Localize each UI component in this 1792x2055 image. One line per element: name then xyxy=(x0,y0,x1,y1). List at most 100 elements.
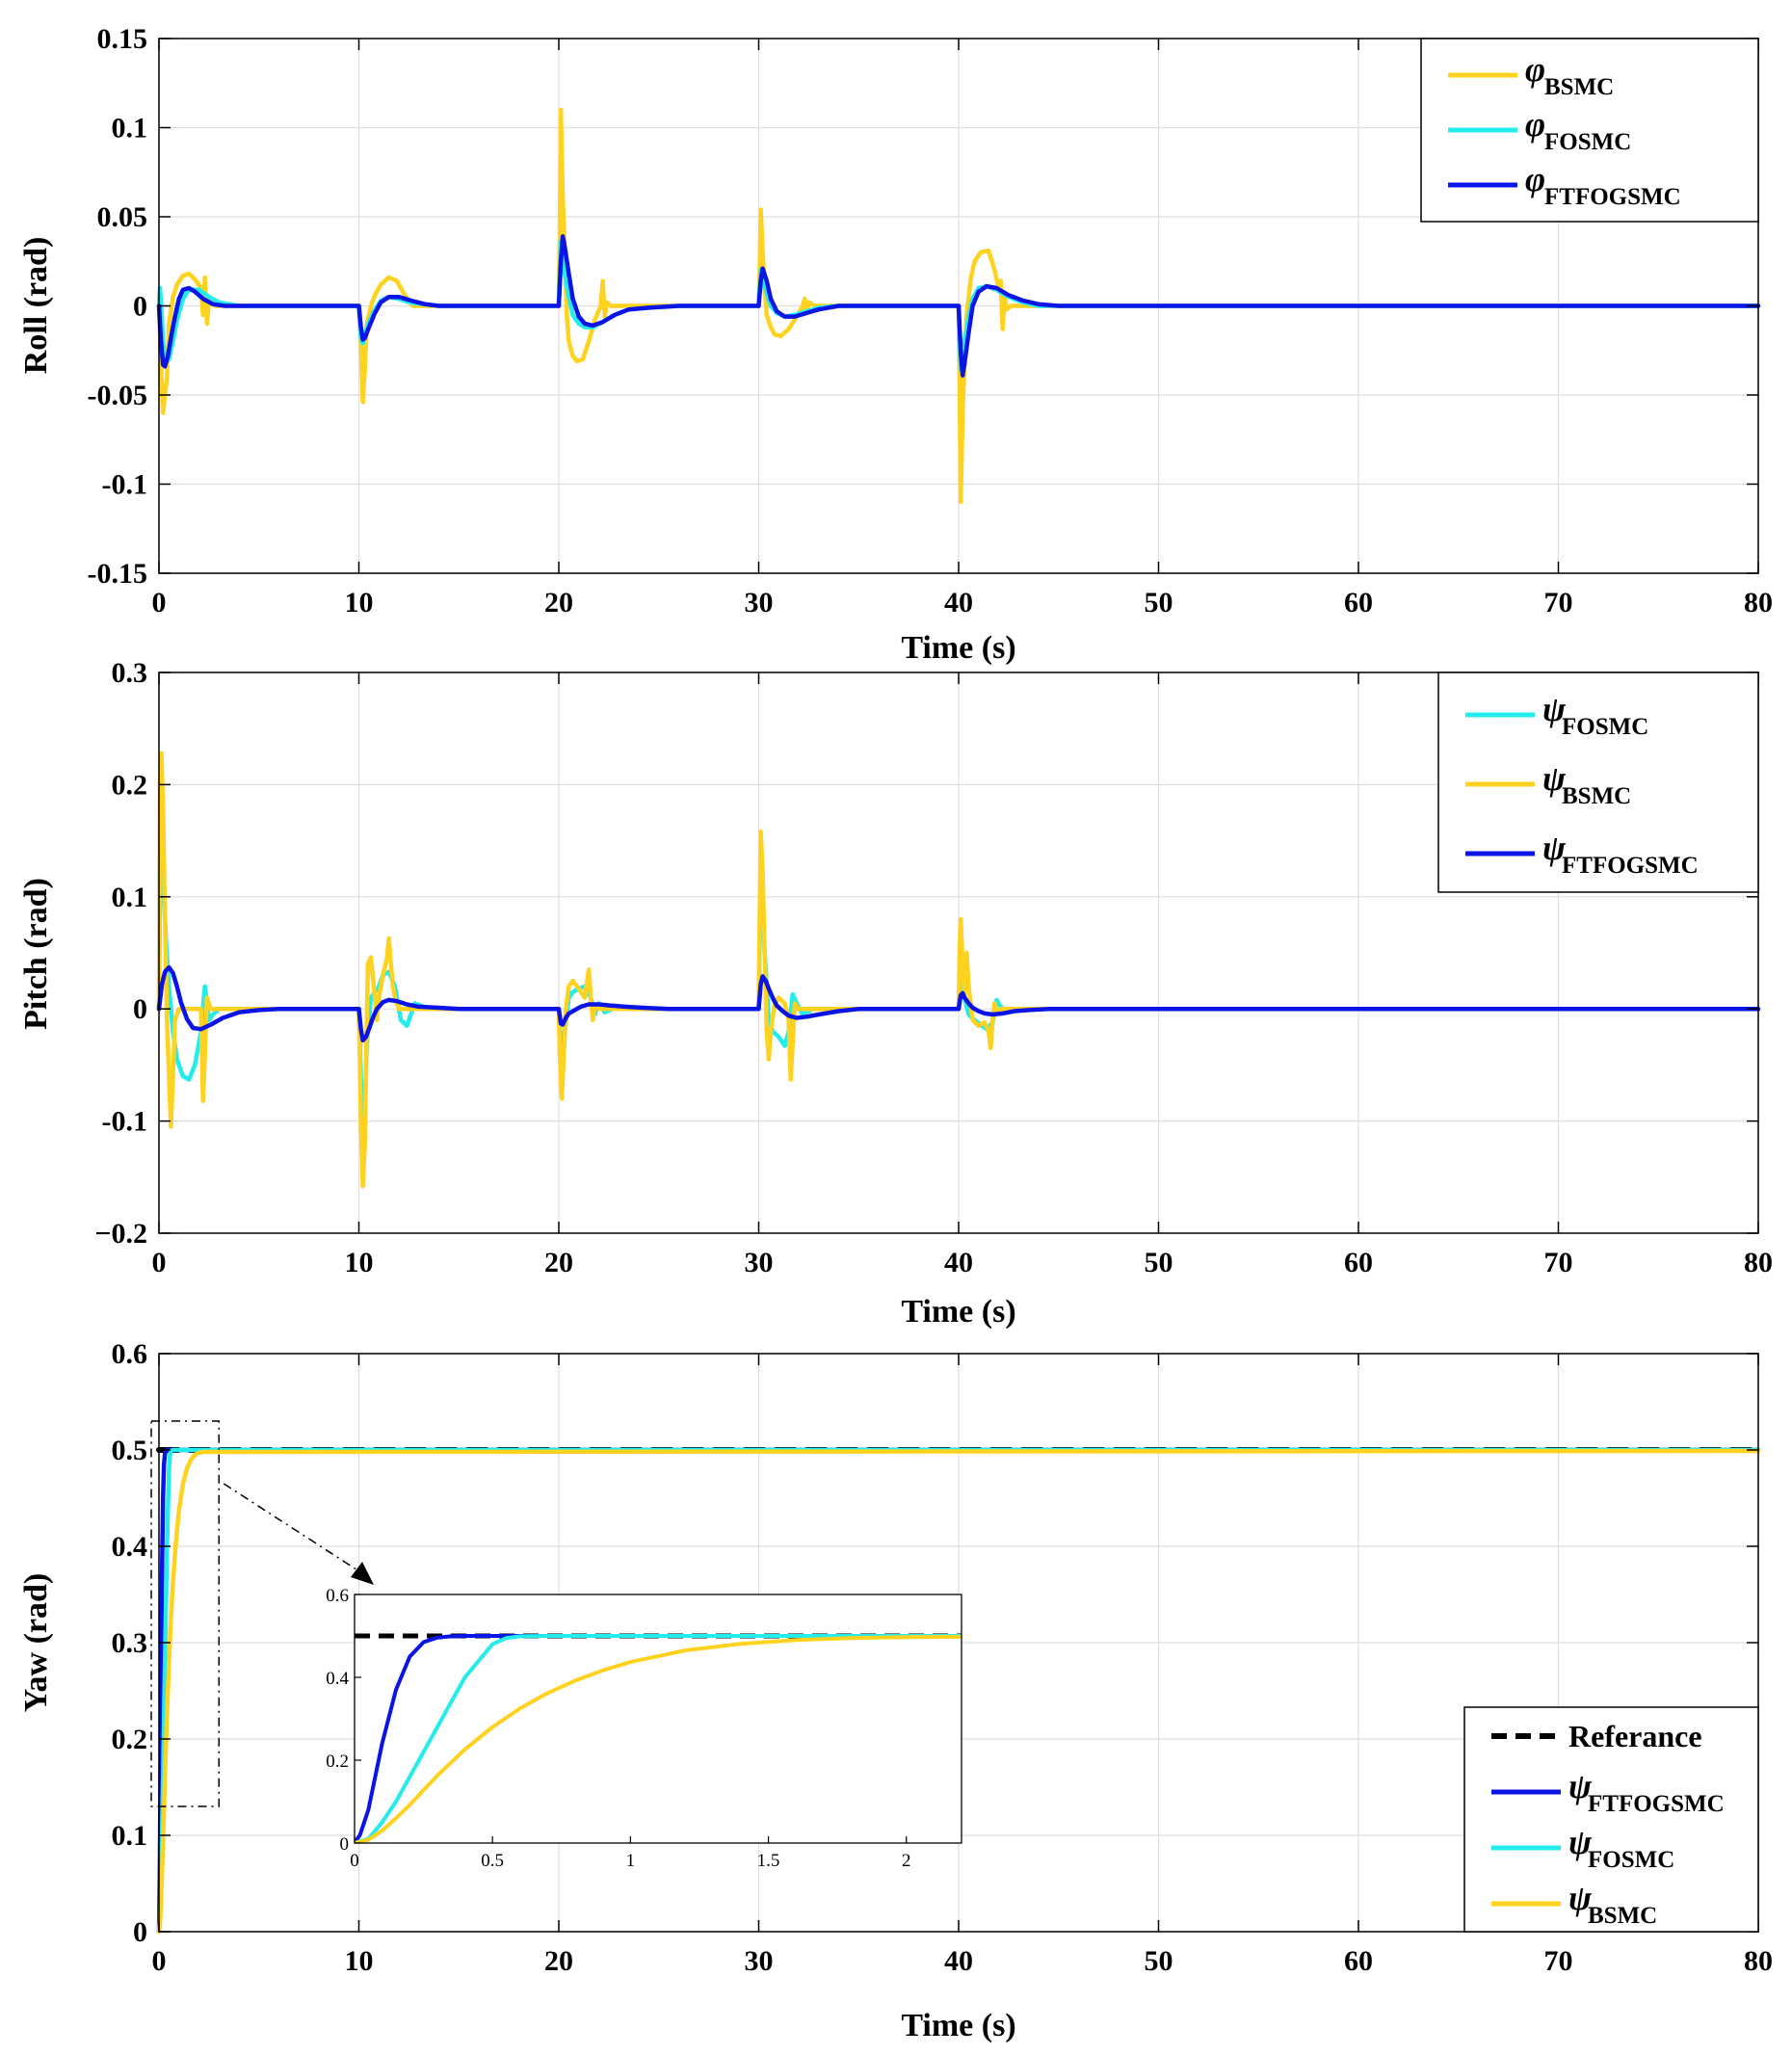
pitch-ytick-label: 0.3 xyxy=(112,657,148,689)
roll-xtick-label: 80 xyxy=(1744,587,1773,619)
inset-ytick-label: 0 xyxy=(340,1834,350,1855)
inset-series-line-2 xyxy=(355,1634,962,1843)
yaw-legend-symbol-2: ψ xyxy=(1568,1823,1593,1861)
roll-panel: 0 10 20 30 40 50 60 70 80 -0.15 -0.1 -0.05 0 0.05 0.1 0… xyxy=(18,23,1773,666)
zoom-arrow-head xyxy=(351,1562,374,1585)
pitch-xtick-label: 70 xyxy=(1544,1247,1573,1278)
yaw-ytick-label: 0.6 xyxy=(112,1338,148,1370)
pitch-ytick-label: -0.1 xyxy=(102,1106,148,1138)
roll-ytick-label: -0.05 xyxy=(88,380,148,411)
pitch-legend-symbol-1: ψ xyxy=(1542,759,1567,798)
pitch-ticks: 0 10 20 30 40 50 60 70 80 −0.2 -0.1 0 0.1 0.2 0.3 xyxy=(94,657,1773,1278)
yaw-legend-subscript-1: FTFOGSMC xyxy=(1588,1791,1725,1817)
roll-xtick-label: 10 xyxy=(345,587,374,619)
pitch-series-line-2 xyxy=(156,964,1761,1043)
roll-series xyxy=(156,107,1761,505)
yaw-zoom-callout xyxy=(150,1420,374,1807)
yaw-legend-subscript-3: BSMC xyxy=(1588,1903,1657,1929)
yaw-legend-symbol-1: ψ xyxy=(1568,1767,1593,1805)
inset-series-line-1 xyxy=(355,1634,962,1843)
pitch-xtick-label: 40 xyxy=(944,1247,973,1278)
yaw-legend-subscript-2: FOSMC xyxy=(1588,1847,1674,1873)
roll-ylabel: Roll (rad) xyxy=(18,237,54,375)
roll-xtick-label: 30 xyxy=(745,587,774,619)
inset-ytick-label: 0.4 xyxy=(326,1669,349,1689)
pitch-xtick-label: 10 xyxy=(345,1247,374,1278)
inset-series xyxy=(355,1633,962,1843)
roll-legend-subscript-2: FTFOGSMC xyxy=(1544,184,1681,210)
pitch-xtick-label: 0 xyxy=(152,1247,167,1278)
yaw-legend-label-0: Referance xyxy=(1568,1719,1702,1753)
inset-series-line-3 xyxy=(355,1634,962,1843)
yaw-xlabel: Time (s) xyxy=(901,2008,1015,2043)
yaw-xtick-label: 0 xyxy=(152,1945,167,1977)
inset-ytick-label: 0.2 xyxy=(326,1752,349,1772)
pitch-legend-symbol-2: ψ xyxy=(1542,829,1567,867)
roll-ticks: 0 10 20 30 40 50 60 70 80 -0.15 -0.1 -0.05 0 0.05 0.1 0… xyxy=(88,23,1774,619)
roll-xtick-label: 50 xyxy=(1145,587,1173,619)
zoom-arrow-line xyxy=(223,1483,363,1574)
yaw-ytick-label: 0 xyxy=(133,1916,147,1948)
pitch-legend-symbol-0: ψ xyxy=(1542,690,1567,728)
yaw-series-line-3 xyxy=(156,1448,1761,1935)
inset-ytick-label: 0.6 xyxy=(326,1586,349,1606)
inset-xtick-label: 1 xyxy=(626,1851,636,1871)
pitch-xtick-label: 50 xyxy=(1145,1247,1173,1278)
yaw-ytick-label: 0.4 xyxy=(112,1531,148,1563)
inset-background xyxy=(355,1594,962,1843)
pitch-xtick-label: 60 xyxy=(1344,1247,1373,1278)
pitch-legend-subscript-1: BSMC xyxy=(1562,783,1631,809)
inset-xtick-label: 0.5 xyxy=(481,1851,504,1871)
roll-xlabel: Time (s) xyxy=(901,630,1015,666)
yaw-ytick-label: 0.3 xyxy=(112,1627,148,1659)
yaw-xtick-label: 50 xyxy=(1145,1945,1173,1977)
roll-xtick-label: 0 xyxy=(152,587,167,619)
pitch-xtick-label: 30 xyxy=(745,1247,774,1278)
yaw-legend-symbol-3: ψ xyxy=(1568,1879,1593,1917)
inset-frame xyxy=(354,1594,962,1844)
pitch-xtick-label: 80 xyxy=(1744,1247,1773,1278)
yaw-ytick-label: 0.1 xyxy=(112,1820,148,1852)
roll-ytick-label: -0.1 xyxy=(102,469,148,501)
yaw-xtick-label: 70 xyxy=(1544,1945,1573,1977)
roll-ytick-label: 0.15 xyxy=(97,23,148,55)
yaw-ytick-label: 0.2 xyxy=(112,1724,148,1755)
roll-legend-symbol-0: φ xyxy=(1525,50,1545,89)
pitch-xlabel: Time (s) xyxy=(901,1294,1015,1330)
roll-xtick-label: 70 xyxy=(1544,587,1573,619)
yaw-xtick-label: 80 xyxy=(1744,1945,1773,1977)
yaw-legend-box xyxy=(1463,1706,1759,1933)
pitch-ytick-label: 0.1 xyxy=(112,882,148,913)
zoom-region-box xyxy=(150,1420,220,1807)
roll-ytick-label: 0.1 xyxy=(112,113,148,145)
roll-legend-subscript-0: BSMC xyxy=(1544,74,1614,100)
pitch-ytick-label: 0.2 xyxy=(112,769,148,801)
pitch-series-line-1 xyxy=(156,751,1761,1189)
inset-xtick-label: 2 xyxy=(902,1851,911,1871)
pitch-ytick-label: −0.2 xyxy=(94,1218,147,1250)
pitch-legend-subscript-0: FOSMC xyxy=(1562,714,1648,740)
roll-legend-symbol-2: φ xyxy=(1525,160,1545,198)
yaw-xtick-label: 10 xyxy=(345,1945,374,1977)
yaw-xtick-label: 20 xyxy=(544,1945,573,1977)
yaw-inset: 0 0.5 1 1.5 2 0 0.2 0.4 0.6 xyxy=(326,1586,962,1871)
yaw-ytick-label: 0.5 xyxy=(112,1435,148,1466)
roll-legend-subscript-1: FOSMC xyxy=(1544,129,1631,155)
pitch-ylabel: Pitch (rad) xyxy=(18,878,54,1030)
roll-ytick-label: -0.15 xyxy=(88,558,148,590)
roll-xtick-label: 60 xyxy=(1344,587,1373,619)
yaw-xtick-label: 30 xyxy=(745,1945,774,1977)
roll-ytick-label: 0 xyxy=(133,291,147,323)
yaw-xtick-label: 40 xyxy=(944,1945,973,1977)
roll-legend-symbol-1: φ xyxy=(1525,105,1545,144)
pitch-ytick-label: 0 xyxy=(133,993,147,1025)
inset-xtick-label: 1.5 xyxy=(757,1851,780,1871)
pitch-series xyxy=(156,751,1761,1189)
yaw-ylabel: Yaw (rad) xyxy=(18,1573,54,1712)
roll-series-line-2 xyxy=(156,234,1761,378)
